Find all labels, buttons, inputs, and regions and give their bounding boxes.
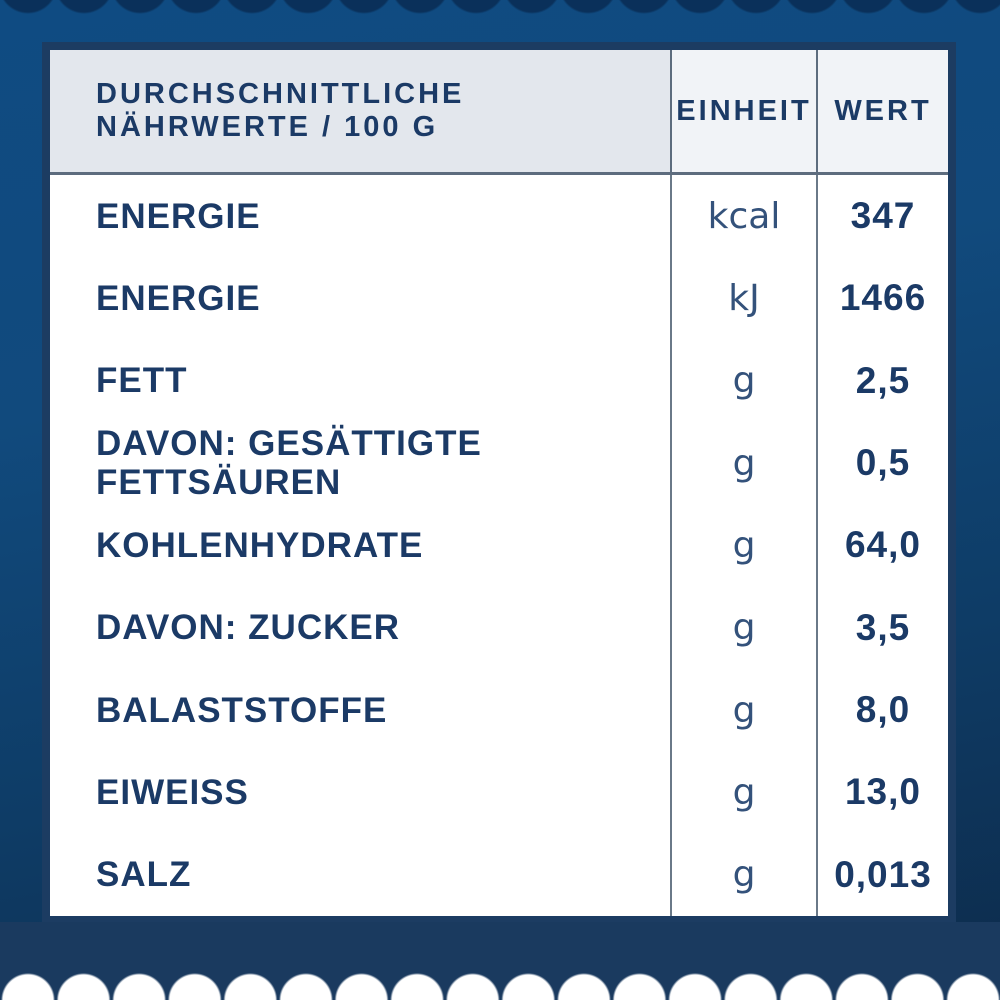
table-row: EIWEISS g 13,0 <box>50 751 948 834</box>
amount-value: 0,5 <box>855 442 911 484</box>
unit-value: g <box>672 833 818 916</box>
table-row: FETT g 2,5 <box>50 339 948 422</box>
amount-value: 8,0 <box>855 689 911 731</box>
unit-value: g <box>672 421 818 505</box>
table-row: SALZ g 0,013 <box>50 833 948 916</box>
table-row: ENERGIE kJ 1466 <box>50 257 948 340</box>
amount-value: 1466 <box>839 277 927 319</box>
amount-value: 2,5 <box>855 359 911 401</box>
unit-value: kJ <box>672 257 818 340</box>
unit-value: g <box>672 586 818 669</box>
unit-value: g <box>672 751 818 834</box>
table-header-row: DURCHSCHNITTLICHE NÄHRWERTE / 100 G EINH… <box>50 50 948 175</box>
bottom-scallop-border <box>0 922 1000 1000</box>
nutrient-label: EIWEISS <box>50 751 672 834</box>
amount-value: 64,0 <box>844 524 921 566</box>
nutrient-label: KOHLENHYDRATE <box>50 504 672 587</box>
nutrient-label: FETT <box>50 339 672 422</box>
amount-value: 3,5 <box>855 606 911 648</box>
nutrition-table: DURCHSCHNITTLICHE NÄHRWERTE / 100 G EINH… <box>42 42 956 924</box>
table-row: ENERGIE kcal 347 <box>50 175 948 258</box>
nutrient-label: BALASTSTOFFE <box>50 668 672 752</box>
unit-value: g <box>672 504 818 587</box>
table-body: ENERGIE kcal 347 ENERGIE kJ 1466 FETT g … <box>50 175 948 916</box>
table-row: DAVON: GESÄTTIGTE FETTSÄUREN g 0,5 <box>50 421 948 505</box>
header-nutrients-per-100g: DURCHSCHNITTLICHE NÄHRWERTE / 100 G <box>50 50 672 172</box>
amount-value: 347 <box>850 195 916 237</box>
amount-value: 0,013 <box>834 853 932 895</box>
table-row: DAVON: ZUCKER g 3,5 <box>50 586 948 669</box>
unit-value: g <box>672 668 818 752</box>
nutrient-label: SALZ <box>50 833 672 916</box>
unit-value: kcal <box>672 175 818 258</box>
nutrient-label: DAVON: ZUCKER <box>50 586 672 669</box>
header-value: WERT <box>818 50 948 172</box>
nutrient-label: ENERGIE <box>50 257 672 340</box>
amount-value: 13,0 <box>844 771 921 813</box>
header-unit: EINHEIT <box>672 50 818 172</box>
nutrient-label: ENERGIE <box>50 175 672 258</box>
top-scallop-border <box>0 0 1000 15</box>
unit-value: g <box>672 339 818 422</box>
nutrient-label: DAVON: GESÄTTIGTE FETTSÄUREN <box>50 421 672 505</box>
table-row: KOHLENHYDRATE g 64,0 <box>50 504 948 587</box>
table-row: BALASTSTOFFE g 8,0 <box>50 668 948 752</box>
